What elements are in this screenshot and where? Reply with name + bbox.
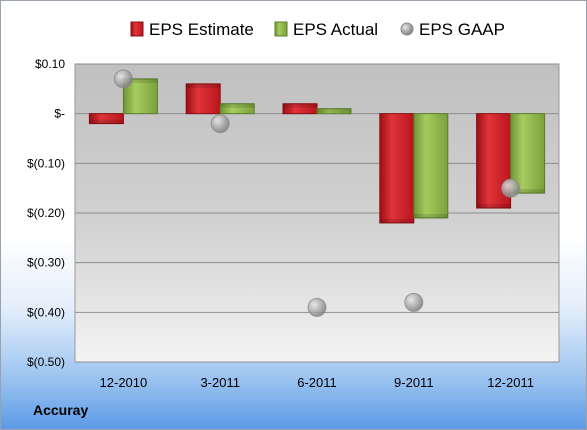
eps-gaap-point (113, 69, 133, 89)
company-name: Accuray (33, 402, 89, 418)
eps-gaap-point (210, 114, 230, 134)
x-tick-label: 3-2011 (200, 375, 240, 390)
x-tick-label: 12-2010 (100, 375, 148, 390)
eps-actual-bar (510, 113, 546, 194)
bars (88, 78, 546, 224)
y-tick-label: $- (54, 107, 65, 121)
eps-actual-bar-edge (220, 103, 255, 108)
y-tick-label: $0.10 (35, 57, 65, 71)
eps-estimate-bar (88, 113, 124, 125)
eps-actual-bar-edge (413, 213, 448, 218)
x-tick-label: 6-2011 (297, 375, 337, 390)
eps-actual-bar (316, 108, 352, 115)
eps-estimate-bar-edge (379, 218, 414, 223)
legend-label: EPS Estimate (149, 20, 254, 39)
x-tick-label: 9-2011 (394, 375, 434, 390)
eps-estimate-bar (379, 113, 415, 224)
eps-estimate-bar-edge (89, 119, 124, 124)
eps-gaap-point (501, 178, 521, 198)
eps-actual-bar-edge (510, 189, 545, 194)
y-tick-label: $(0.30) (27, 256, 65, 270)
x-axis-ticks: 12-2010 3-2011 6-2011 9-2011 12-2011 (100, 375, 534, 390)
eps-actual-bar-edge (317, 108, 351, 113)
legend-label: EPS Actual (293, 20, 378, 39)
eps-actual-bar (413, 113, 449, 219)
eps-gaap-point (404, 292, 424, 312)
legend-label: EPS GAAP (419, 20, 505, 39)
eps-actual-bar-edge (123, 78, 158, 83)
y-tick-label: $(0.10) (27, 156, 65, 170)
x-tick-label: 12-2011 (487, 375, 534, 390)
eps-estimate-bar-edge (186, 83, 221, 88)
y-tick-label: $(0.50) (27, 355, 65, 369)
eps-estimate-legend-marker (130, 21, 144, 37)
eps-estimate-bar (185, 83, 221, 115)
y-tick-label: $(0.20) (27, 206, 65, 220)
eps-estimate-bar-edge (283, 103, 317, 108)
eps-estimate-bar-edge (476, 204, 511, 209)
eps-actual-legend-marker (274, 21, 288, 37)
eps-gaap-legend-marker (400, 22, 414, 36)
y-axis-ticks: $0.10 $- $(0.10) $(0.20) $(0.30) $(0.40) $(0.5… (27, 57, 65, 369)
y-tick-label: $(0.40) (27, 305, 65, 319)
legend: EPS Estimate EPS Actual EPS GAAP (130, 20, 505, 39)
gaap-points (113, 69, 521, 317)
eps-actual-bar (219, 103, 255, 115)
eps-gaap-point (307, 297, 327, 317)
